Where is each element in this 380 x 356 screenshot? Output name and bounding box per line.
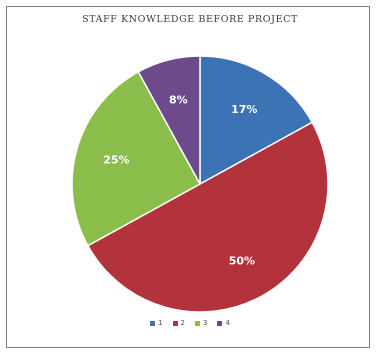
legend-label-2: 2	[180, 319, 185, 327]
pie-slice-2	[86, 121, 329, 313]
legend-swatch-1	[150, 320, 156, 326]
legend-swatch-4	[217, 320, 223, 326]
legend-item-2: 2	[172, 319, 185, 327]
legend-label-4: 4	[225, 319, 230, 327]
legend-swatch-3	[195, 320, 200, 326]
legend-item-4: 4	[217, 319, 230, 327]
pie-slice-4	[137, 55, 201, 185]
data-label-3: 25%	[103, 154, 129, 167]
chart-legend: 1 2 3 4	[0, 319, 380, 327]
legend-label-1: 1	[158, 319, 163, 327]
data-label-4: 8%	[169, 94, 188, 107]
pie-slice-1	[199, 55, 314, 186]
data-label-2: 50%	[229, 254, 255, 267]
chart-title: STAFF KNOWLEDGE BEFORE PROJECT	[82, 14, 298, 25]
legend-item-1: 1	[150, 319, 163, 327]
pie-slice-3	[71, 70, 202, 247]
legend-swatch-2	[172, 320, 178, 326]
legend-item-3: 3	[195, 319, 207, 327]
data-label-1: 17%	[231, 103, 257, 116]
legend-label-3: 3	[203, 319, 208, 327]
